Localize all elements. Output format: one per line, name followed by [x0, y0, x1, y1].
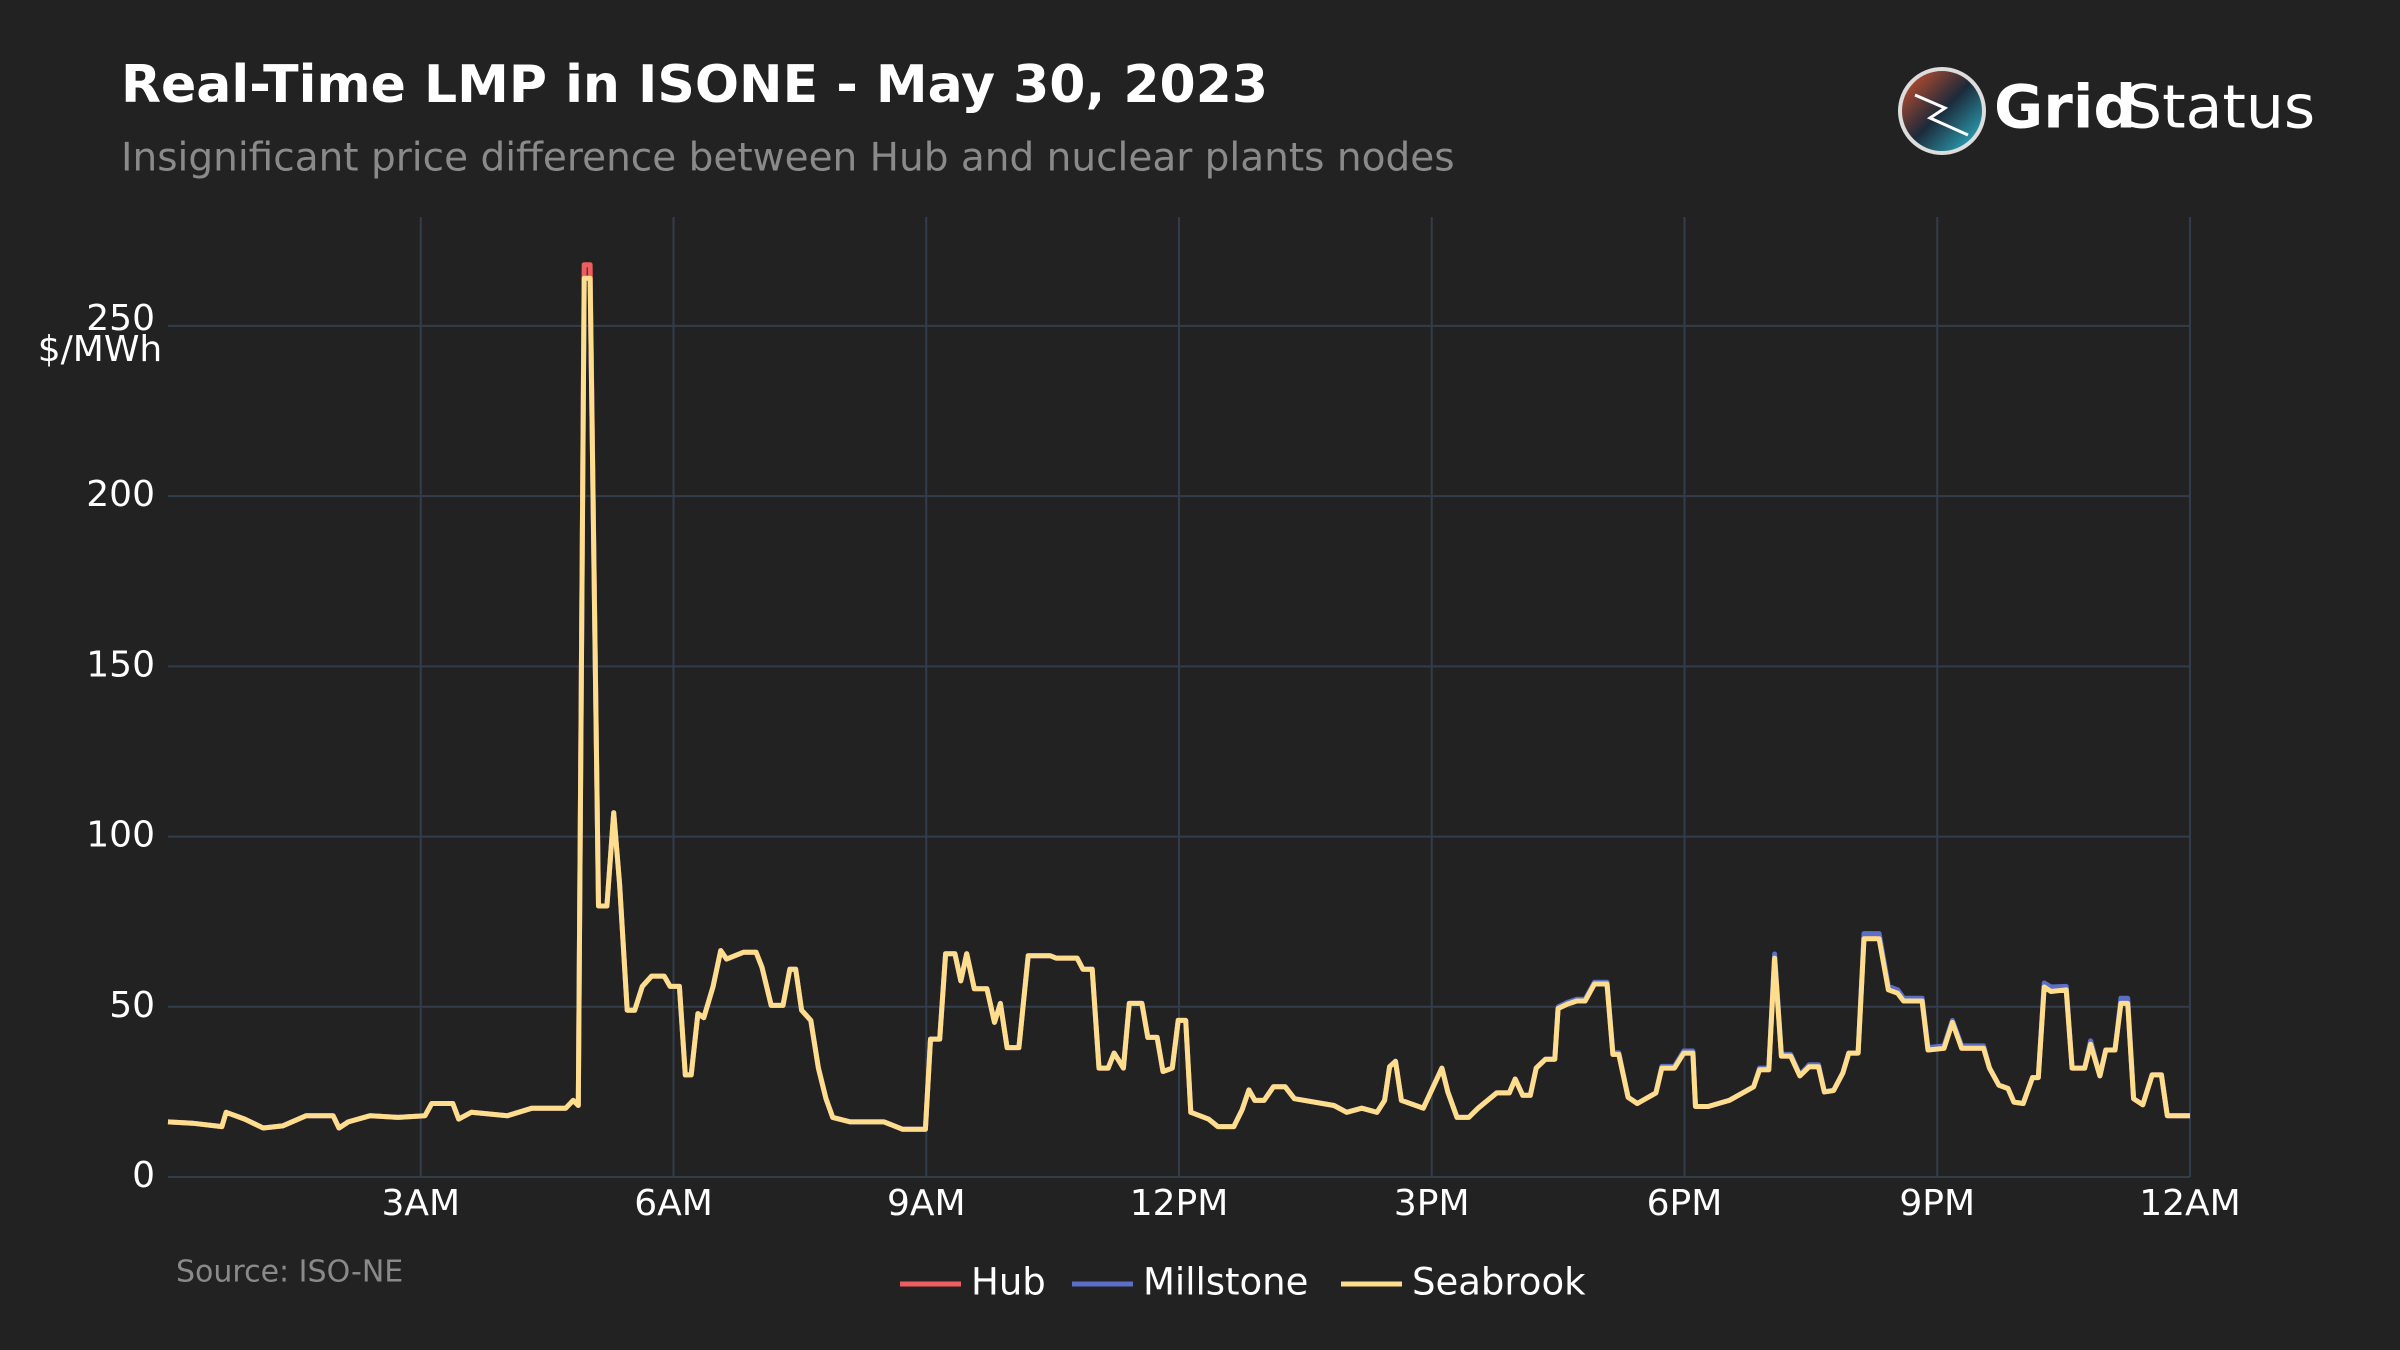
legend-label: Millstone	[1143, 1261, 1308, 1304]
source-note: Source: ISO-NE	[176, 1255, 403, 1290]
x-tick-label: 6AM	[634, 1183, 713, 1224]
legend: Hub Millstone Seabrook	[900, 1261, 1586, 1304]
logo: Grid Status	[1898, 67, 2315, 155]
legend-label: Hub	[971, 1261, 1046, 1304]
x-tick-label: 9AM	[887, 1183, 966, 1224]
y-tick-label: 50	[109, 985, 155, 1026]
x-tick-label: 3AM	[381, 1183, 460, 1224]
y-tick-label: 250	[86, 298, 155, 339]
x-tick-label: 3PM	[1394, 1183, 1470, 1224]
legend-label: Seabrook	[1412, 1261, 1586, 1304]
x-tick-label: 6PM	[1647, 1183, 1723, 1224]
y-axis-title: $/MWh	[38, 329, 163, 370]
chart-subtitle: Insignificant price difference between H…	[121, 136, 1455, 181]
line-series	[167, 275, 2190, 1132]
x-tick-label: 12PM	[1130, 1183, 1229, 1224]
x-tick-label: 12AM	[2139, 1183, 2241, 1224]
y-tick-label: 200	[86, 474, 155, 515]
logo-bolt	[1914, 93, 1969, 137]
y-tick-label: 100	[86, 815, 155, 856]
logo-text-bold: Grid	[1994, 73, 2136, 143]
y-tick-label: 150	[86, 644, 155, 685]
chart-title: Real-Time LMP in ISONE - May 30, 2023	[121, 55, 1268, 115]
x-tick-label: 9PM	[1899, 1183, 1975, 1224]
logo-text: Status	[2124, 73, 2315, 143]
y-tick-label: 0	[132, 1155, 155, 1196]
